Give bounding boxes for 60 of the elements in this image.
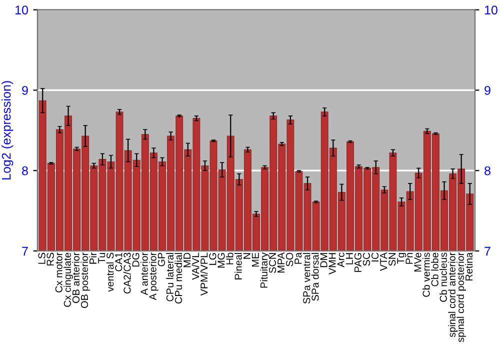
x-tick-label: spinal cord posterior xyxy=(456,252,466,342)
x-tick-label: DM xyxy=(320,253,328,268)
x-tick-label: SN xyxy=(388,253,396,266)
x-tick-label: SO xyxy=(286,252,294,266)
x-tick-label: VMH xyxy=(328,253,336,275)
x-tick-label: VTA xyxy=(380,252,388,272)
x-tick-label: MG xyxy=(218,253,225,268)
x-tick-label: Arc xyxy=(337,252,344,268)
x-tick-label: VA/VL xyxy=(192,252,200,280)
x-tick-label: SCN xyxy=(268,253,276,273)
y-tick-label: 8 xyxy=(22,166,28,176)
x-tick-label: Pn xyxy=(406,252,413,264)
x-tick-label: SC xyxy=(362,252,370,266)
y2-tick-label: 7 xyxy=(484,246,490,256)
x-tick-label: Tu xyxy=(98,253,106,264)
x-tick-label: SPa dorsal xyxy=(311,253,319,301)
x-tick-label: A posterior xyxy=(149,252,158,300)
x-tick-label: SPa ventral xyxy=(302,253,310,304)
x-tick-label: Cb lobe xyxy=(431,252,438,286)
x-tick-label: MPA xyxy=(278,252,284,272)
y2-tick-label: 10 xyxy=(484,6,498,14)
y2-tick-label: 9 xyxy=(484,86,490,95)
x-tick-label: LH xyxy=(346,253,353,264)
x-tick-label: Pineal xyxy=(234,253,242,280)
x-tick-label: MVe xyxy=(414,252,422,272)
x-tick-label: GP xyxy=(158,252,165,266)
x-tick-label: A anterior xyxy=(140,252,148,296)
y-tick-label: 7 xyxy=(22,246,28,256)
x-tick-label: IC xyxy=(371,252,379,262)
x-tick-label: ME xyxy=(252,252,259,267)
x-tick-label: MD xyxy=(184,252,190,268)
y2-tick-label: 8 xyxy=(484,166,490,176)
x-tick-label: DG xyxy=(132,253,140,267)
x-tick-label: CA1 xyxy=(115,252,122,272)
x-tick-label: Cx motor xyxy=(55,252,62,292)
x-tick-label: LG xyxy=(209,253,216,265)
y-axis-title: Log2 (expression) xyxy=(2,81,14,180)
x-tick-label: CPu medial xyxy=(174,253,182,304)
x-tick-label: Pituitary xyxy=(260,252,270,288)
x-tick-label: Pa xyxy=(294,252,302,264)
x-tick-label: Tg xyxy=(397,252,406,264)
x-tick-label: OB anterior xyxy=(72,252,80,303)
y-tick-label: 9 xyxy=(22,86,28,95)
x-tick-label: Cx cingulate xyxy=(64,252,73,307)
x-tick-label: Pir xyxy=(89,252,96,264)
x-tick-label: spinal cord anterior xyxy=(448,252,458,338)
x-tick-label: VPM/VPL xyxy=(200,252,208,296)
x-tick-label: CA2/CA3 xyxy=(123,252,131,294)
x-tick-label: Cb nucleus xyxy=(440,252,447,302)
x-tick-label: CPu lateral xyxy=(166,253,174,302)
y-tick-label: 10 xyxy=(16,6,28,14)
x-tick-label: LS xyxy=(38,252,46,264)
x-tick-label: RS xyxy=(46,252,54,266)
x-tick-label: Cb vermis xyxy=(422,252,430,297)
x-tick-label: PAG xyxy=(354,253,362,272)
x-tick-label: Hb xyxy=(226,252,234,264)
x-tick-label: ventral S xyxy=(106,252,114,292)
x-tick-label: OB posterior xyxy=(80,252,90,308)
x-tick-label: N xyxy=(243,253,250,259)
x-tick-label: Retina xyxy=(465,252,473,280)
